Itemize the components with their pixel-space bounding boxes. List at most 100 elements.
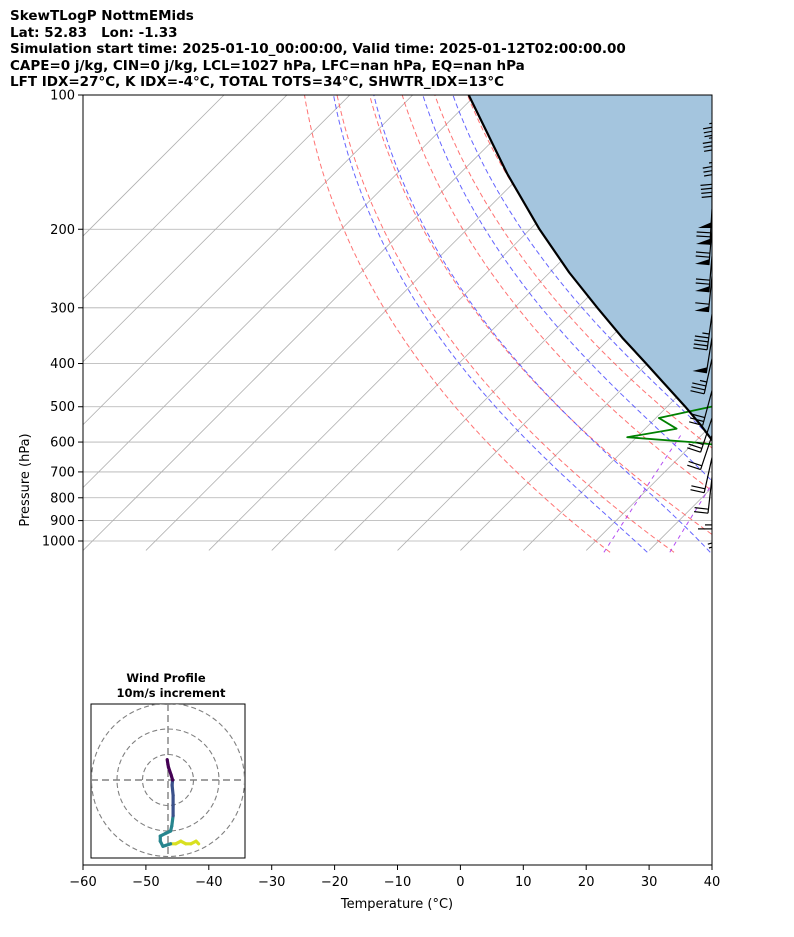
y-tick-label: 600 — [50, 436, 75, 451]
barb-full — [700, 187, 712, 190]
barb-full — [707, 542, 712, 545]
barb-full — [708, 546, 712, 549]
barb-full — [731, 556, 739, 568]
barb-half — [696, 441, 704, 446]
barb-flag — [695, 286, 710, 293]
dry-adiabat — [303, 95, 611, 553]
wind-barb — [707, 509, 712, 549]
moist-adiabat — [332, 95, 648, 553]
moist-adiabat — [373, 95, 711, 553]
y-axis-label: Pressure (hPa) — [18, 433, 33, 526]
barb-full — [690, 390, 705, 395]
barb-full — [702, 165, 712, 169]
wind-barb — [695, 229, 712, 266]
wind-barb — [711, 520, 712, 522]
dry-adiabat — [752, 85, 794, 552]
isotherm-line — [334, 172, 712, 551]
barb-full — [704, 174, 712, 177]
barb-staff — [711, 531, 712, 532]
wind-barb — [695, 256, 712, 293]
barb-staff — [705, 337, 712, 374]
x-tick-label: −50 — [132, 875, 159, 890]
y-tick-label: 500 — [50, 400, 75, 415]
barb-full — [735, 560, 741, 573]
barb-flag — [695, 259, 710, 266]
wind-barb — [693, 314, 712, 351]
barb-full — [687, 464, 701, 471]
barb-full — [695, 282, 710, 285]
moist-adiabat — [422, 95, 712, 482]
wind-barb — [692, 337, 712, 374]
barb-staff — [702, 390, 712, 426]
barb-half — [699, 379, 707, 383]
wind-barb — [711, 546, 741, 573]
y-tick-label: 800 — [50, 491, 75, 506]
barb-full — [701, 191, 712, 194]
x-tick-label: −60 — [69, 875, 96, 890]
barb-full — [702, 141, 712, 144]
barb-half — [708, 161, 712, 164]
index-line: LFT IDX=27°C, K IDX=-4°C, TOTAL TOTS=34°… — [10, 74, 505, 90]
wind-barb — [689, 390, 712, 426]
wind-barb — [687, 435, 712, 471]
barb-half — [735, 558, 738, 564]
isotherm-line — [83, 95, 414, 426]
isotherm-line — [83, 95, 225, 237]
wind-barb — [711, 538, 742, 570]
mixing-ratio-line — [669, 483, 712, 553]
x-tick-label: 30 — [641, 875, 658, 890]
barb-staff — [707, 477, 712, 514]
barb-staff — [711, 520, 712, 522]
barb-flag — [694, 306, 709, 313]
barb-half — [702, 332, 710, 335]
barb-full — [703, 170, 712, 173]
barb-full — [727, 552, 736, 563]
mixing-ratio-line — [757, 436, 794, 553]
hodograph-ring — [91, 704, 245, 858]
wind-barb — [702, 98, 712, 138]
wind-barb — [694, 477, 712, 514]
barb-half — [709, 122, 712, 125]
x-tick-label: −40 — [195, 875, 222, 890]
wind-barb — [694, 276, 712, 313]
isotherm-line — [711, 549, 712, 551]
wind-barb — [711, 531, 736, 563]
x-tick-label: 0 — [456, 875, 464, 890]
barb-full — [694, 335, 709, 339]
barb-full — [695, 251, 711, 254]
barb-full — [695, 278, 711, 281]
x-tick-label: −10 — [384, 875, 411, 890]
barb-full — [687, 447, 701, 453]
barb-full — [688, 460, 703, 467]
wind-barb — [702, 138, 712, 177]
y-tick-label: 1000 — [42, 535, 75, 550]
barb-full — [734, 558, 742, 570]
barb-full — [701, 195, 712, 198]
barb-staff — [708, 256, 712, 293]
barb-full — [704, 149, 712, 152]
y-tick-label: 400 — [50, 357, 75, 372]
barb-full — [689, 421, 703, 426]
mixing-ratio-line — [603, 435, 682, 553]
wind-barb — [698, 492, 712, 530]
isotherm-line — [585, 424, 712, 551]
mixing-ratio-line — [724, 436, 793, 553]
y-tick-label: 100 — [50, 89, 75, 104]
wind-barb — [687, 417, 712, 453]
barb-full — [691, 413, 705, 419]
barb-full — [694, 511, 709, 514]
isotherm-line — [83, 95, 351, 363]
barb-full — [694, 339, 709, 343]
isotherm-line — [83, 95, 288, 300]
wind-barb — [700, 160, 712, 198]
x-tick-label: −20 — [321, 875, 348, 890]
y-tick-label: 900 — [50, 514, 75, 529]
wind-barb — [711, 542, 740, 570]
hodograph-trace-segment — [165, 757, 170, 767]
wind-barb — [690, 457, 712, 494]
barb-half — [708, 137, 712, 139]
barb-flag — [692, 367, 708, 374]
barb-staff — [703, 358, 712, 394]
wind-barb — [690, 358, 712, 395]
barb-full — [734, 557, 740, 570]
